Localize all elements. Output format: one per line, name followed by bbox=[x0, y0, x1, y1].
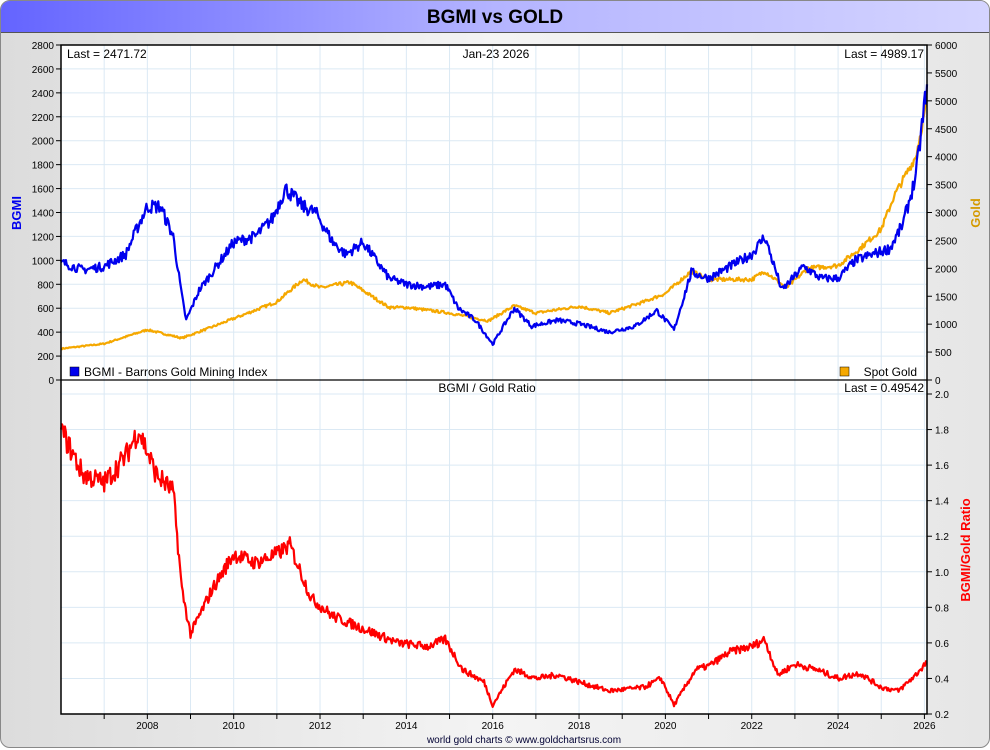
left-y-tick-label: 1000 bbox=[32, 256, 55, 267]
left-y-tick-label: 200 bbox=[37, 352, 54, 363]
series-lines bbox=[59, 84, 929, 709]
title-bar: BGMI vs GOLD bbox=[1, 1, 989, 33]
chart-title: BGMI vs GOLD bbox=[426, 7, 564, 28]
right-y-tick-label: 1000 bbox=[935, 320, 958, 331]
x-tick-label: 2014 bbox=[395, 721, 418, 732]
ratio-series-line bbox=[59, 423, 928, 709]
left-y-tick-label: 1600 bbox=[32, 185, 55, 196]
right-y-tick-label: 5000 bbox=[935, 97, 958, 108]
left-y-tick-label: 1400 bbox=[32, 209, 55, 220]
ratio-y-tick-label: 1.4 bbox=[935, 497, 949, 508]
x-tick-label: 2026 bbox=[913, 721, 936, 732]
left-y-tick-label: 800 bbox=[37, 280, 54, 291]
right-y-tick-label: 3500 bbox=[935, 181, 958, 192]
left-y-tick-label: 2200 bbox=[32, 113, 55, 124]
right-y-tick-label: 3000 bbox=[935, 209, 958, 220]
ratio-y-tick-label: 0.8 bbox=[935, 603, 949, 614]
right-y-tick-label: 5500 bbox=[935, 69, 958, 80]
x-tick-label: 2016 bbox=[482, 721, 505, 732]
footer-credit: world gold charts © www.goldchartsrus.co… bbox=[426, 735, 621, 746]
left-y-tick-label: 2400 bbox=[32, 89, 55, 100]
x-tick-label: 2020 bbox=[654, 721, 677, 732]
ratio-y-tick-label: 0.4 bbox=[935, 674, 949, 685]
ratio-panel-title: BGMI / Gold Ratio bbox=[438, 381, 536, 395]
left-axis-label: BGMI bbox=[9, 196, 24, 230]
right-y-tick-label: 1500 bbox=[935, 292, 958, 303]
x-tick-label: 2010 bbox=[223, 721, 246, 732]
axes: 2008 2010 2012 2014 2016 2018 2020 2022 2024 2026… bbox=[32, 41, 958, 732]
x-tick-label: 2024 bbox=[827, 721, 850, 732]
right-y-tick-label: 2000 bbox=[935, 264, 958, 275]
left-y-tick-label: 400 bbox=[37, 328, 54, 339]
ratio-last-value: Last = 0.49542 bbox=[844, 381, 924, 395]
date-label: Jan-23 2026 bbox=[463, 47, 530, 61]
right-axis-label: Gold bbox=[968, 198, 983, 228]
ratio-axis-label: BGMI/Gold Ratio bbox=[958, 498, 973, 601]
right-y-tick-label: 0 bbox=[935, 376, 941, 387]
legend-label-bgmi: BGMI - Barrons Gold Mining Index bbox=[84, 365, 267, 379]
ratio-y-tick-label: 1.2 bbox=[935, 532, 949, 543]
left-y-tick-label: 1800 bbox=[32, 161, 55, 172]
x-tick-label: 2022 bbox=[741, 721, 764, 732]
right-y-tick-label: 2500 bbox=[935, 236, 958, 247]
ratio-y-tick-label: 1.8 bbox=[935, 426, 949, 437]
legend-swatch-bgmi bbox=[69, 366, 80, 377]
right-y-tick-label: 4000 bbox=[935, 153, 958, 164]
left-y-tick-label: 2600 bbox=[32, 65, 55, 76]
gold-last-value: Last = 4989.17 bbox=[844, 47, 924, 61]
right-y-tick-label: 500 bbox=[935, 348, 952, 359]
ratio-y-tick-label: 0.6 bbox=[935, 639, 949, 650]
legend-swatch-gold bbox=[839, 366, 850, 377]
left-y-tick-label: 1200 bbox=[32, 232, 55, 243]
left-y-tick-label: 2800 bbox=[32, 41, 55, 52]
ratio-y-tick-label: 1.0 bbox=[935, 568, 949, 579]
bgmi-series-line bbox=[60, 84, 929, 346]
ratio-y-tick-label: 0.2 bbox=[935, 710, 949, 721]
left-y-tick-label: 600 bbox=[37, 304, 54, 315]
ratio-y-tick-label: 2.0 bbox=[935, 390, 949, 401]
ratio-y-tick-label: 1.6 bbox=[935, 461, 949, 472]
legend-label-gold: Spot Gold bbox=[864, 365, 917, 379]
x-tick-label: 2018 bbox=[568, 721, 591, 732]
right-y-tick-label: 4500 bbox=[935, 125, 958, 136]
x-tick-label: 2012 bbox=[309, 721, 332, 732]
right-y-tick-label: 6000 bbox=[935, 41, 958, 52]
left-y-tick-label: 2000 bbox=[32, 137, 55, 148]
bgmi-last-value: Last = 2471.72 bbox=[67, 47, 147, 61]
left-y-tick-label: 0 bbox=[48, 376, 54, 387]
x-tick-label: 2008 bbox=[136, 721, 159, 732]
